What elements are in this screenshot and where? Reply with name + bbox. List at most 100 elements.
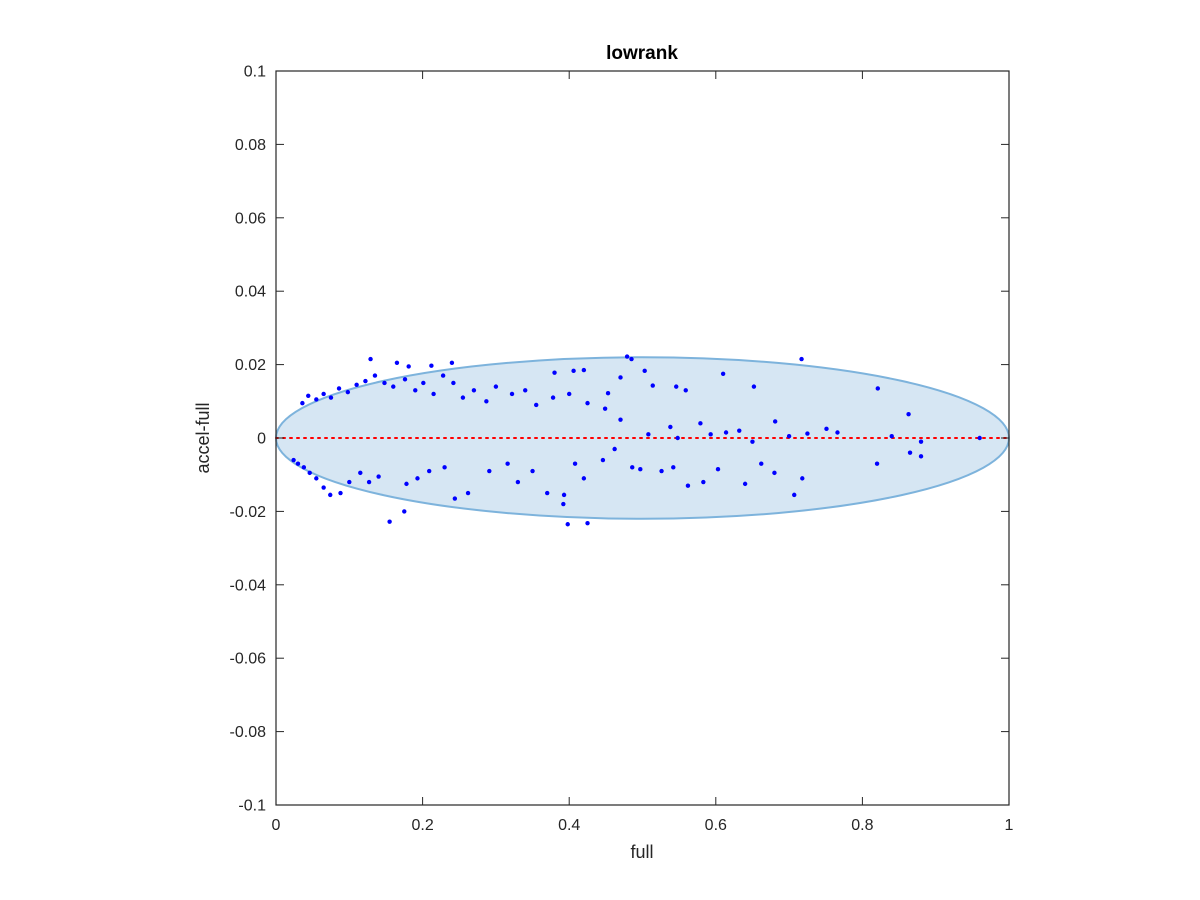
data-point bbox=[523, 388, 528, 393]
data-point bbox=[451, 380, 456, 386]
y-tick-label: -0.1 bbox=[238, 798, 266, 815]
chart-title: lowrank bbox=[606, 43, 678, 64]
data-point bbox=[487, 468, 492, 474]
data-point bbox=[404, 481, 409, 487]
data-point bbox=[391, 384, 396, 389]
data-point bbox=[552, 370, 557, 375]
y-tick-label: 0.06 bbox=[235, 210, 266, 227]
data-point bbox=[612, 446, 617, 452]
data-point bbox=[698, 421, 703, 426]
data-point bbox=[530, 468, 535, 474]
data-point bbox=[314, 476, 319, 481]
data-point bbox=[581, 367, 587, 373]
data-point bbox=[874, 461, 880, 466]
data-point bbox=[545, 490, 550, 496]
data-point bbox=[918, 454, 924, 459]
data-point bbox=[465, 490, 471, 496]
data-point bbox=[515, 479, 521, 485]
data-point bbox=[824, 426, 829, 432]
data-point bbox=[561, 501, 566, 507]
data-point bbox=[440, 373, 446, 378]
data-point bbox=[624, 354, 630, 359]
data-point bbox=[301, 465, 307, 470]
data-point bbox=[402, 509, 407, 514]
data-point bbox=[413, 388, 418, 393]
data-point bbox=[642, 368, 647, 374]
data-point bbox=[471, 388, 477, 393]
data-point bbox=[618, 417, 623, 422]
data-point bbox=[638, 466, 643, 472]
data-point bbox=[906, 411, 911, 417]
y-axis-label: accel-full bbox=[193, 402, 213, 473]
data-point bbox=[715, 466, 721, 472]
data-point bbox=[328, 395, 334, 400]
data-point bbox=[421, 380, 426, 386]
data-point bbox=[786, 433, 792, 439]
data-point bbox=[792, 492, 797, 498]
data-point bbox=[338, 490, 343, 496]
data-point bbox=[321, 391, 326, 397]
data-point bbox=[977, 435, 982, 441]
data-point bbox=[366, 479, 372, 485]
data-point bbox=[358, 470, 363, 476]
data-point bbox=[674, 384, 679, 389]
data-point bbox=[345, 389, 351, 395]
data-point bbox=[646, 432, 651, 437]
y-tick-label: 0 bbox=[257, 431, 266, 448]
data-point bbox=[629, 356, 634, 362]
data-point bbox=[630, 465, 635, 470]
data-point bbox=[701, 479, 706, 485]
data-point bbox=[561, 492, 567, 498]
axis-ticks: 0 0.2 0.4 0.6 0.8 1 -0.1 -0.08 -0.06 -0.04 -0.02 0 0… bbox=[230, 64, 1014, 835]
data-point bbox=[889, 433, 894, 439]
data-point bbox=[505, 461, 510, 466]
data-point bbox=[460, 395, 466, 400]
data-point bbox=[387, 519, 392, 524]
data-point bbox=[723, 430, 729, 435]
data-point bbox=[372, 373, 378, 378]
data-point bbox=[314, 397, 319, 402]
data-point bbox=[918, 439, 924, 444]
data-point bbox=[600, 457, 606, 463]
data-point bbox=[484, 399, 489, 404]
data-point bbox=[875, 386, 880, 391]
data-point bbox=[650, 383, 655, 388]
data-point bbox=[295, 461, 301, 466]
data-point bbox=[321, 485, 326, 490]
data-point bbox=[509, 391, 515, 397]
data-point bbox=[659, 468, 664, 474]
data-point bbox=[772, 419, 778, 424]
data-point bbox=[772, 470, 777, 476]
data-point bbox=[602, 406, 608, 411]
data-point bbox=[431, 391, 436, 397]
data-point bbox=[805, 431, 810, 436]
data-point bbox=[800, 476, 805, 481]
data-point bbox=[415, 476, 420, 481]
data-point bbox=[742, 481, 748, 487]
data-point bbox=[442, 465, 447, 470]
data-point bbox=[685, 483, 691, 488]
data-point bbox=[402, 377, 408, 382]
x-tick-label: 1 bbox=[1005, 817, 1014, 834]
y-tick-label: 0.04 bbox=[235, 284, 266, 301]
x-tick-label: 0.2 bbox=[411, 817, 433, 834]
y-tick-label: 0.02 bbox=[235, 357, 266, 374]
data-point bbox=[585, 520, 590, 526]
data-point bbox=[347, 479, 352, 485]
y-tick-label: 0.08 bbox=[235, 137, 266, 154]
data-point bbox=[708, 432, 713, 437]
data-point bbox=[671, 465, 676, 470]
data-point bbox=[363, 378, 368, 384]
data-point bbox=[737, 428, 742, 433]
data-point bbox=[907, 450, 913, 455]
plot-area bbox=[275, 354, 1010, 527]
x-axis-label: full bbox=[630, 842, 653, 862]
data-point bbox=[394, 360, 400, 365]
data-point bbox=[291, 457, 296, 463]
data-point bbox=[376, 474, 381, 479]
data-point bbox=[306, 393, 311, 398]
y-tick-label: 0.1 bbox=[244, 64, 266, 81]
data-point bbox=[799, 356, 804, 362]
data-point bbox=[581, 476, 587, 481]
data-point bbox=[759, 461, 764, 466]
